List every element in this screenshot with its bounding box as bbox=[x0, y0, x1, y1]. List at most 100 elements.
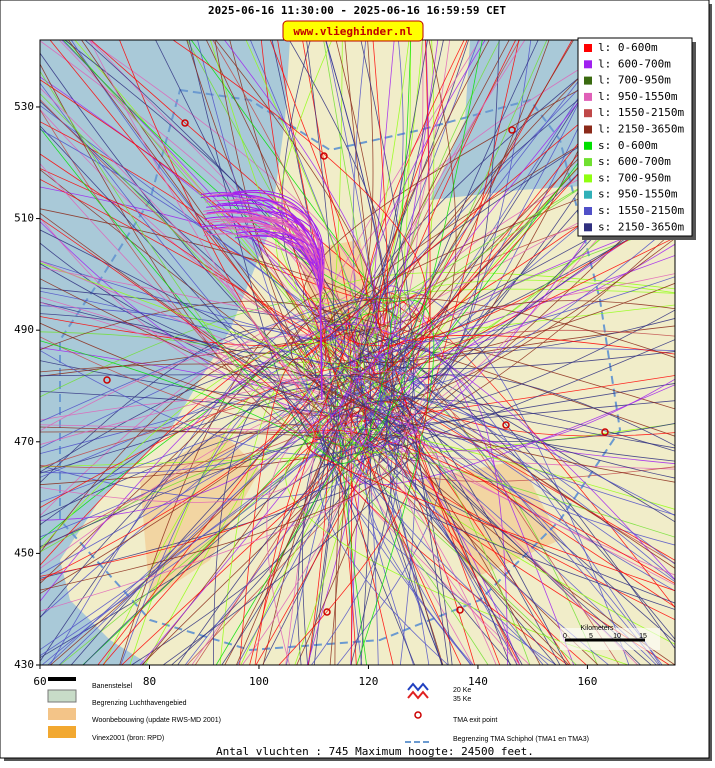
airport-swatch bbox=[47, 689, 77, 703]
tma-exit-point bbox=[456, 606, 464, 614]
key-text: TMA exit point bbox=[453, 717, 497, 724]
flight-track bbox=[40, 139, 675, 439]
y-tick-label: 470 bbox=[14, 435, 34, 448]
flight-track bbox=[40, 40, 428, 440]
key-text: Banenstelsel bbox=[92, 683, 133, 690]
flight-track bbox=[172, 40, 468, 335]
legend-label: l: 1550-2150m bbox=[598, 106, 684, 119]
title: 2025-06-16 11:30:00 - 2025-06-16 16:59:5… bbox=[208, 4, 506, 17]
key-text: Begrenzing Luchthavengebied bbox=[92, 700, 187, 707]
tma-exit-point bbox=[181, 119, 189, 127]
legend-label: l: 950-1550m bbox=[598, 90, 678, 103]
legend-swatch bbox=[584, 60, 592, 69]
tracks bbox=[40, 40, 675, 665]
legend-label: s: 2150-3650m bbox=[598, 220, 684, 233]
flight-track bbox=[40, 413, 521, 665]
flight-track bbox=[322, 398, 675, 610]
legend-swatch bbox=[584, 109, 592, 118]
legend-swatch bbox=[584, 44, 592, 52]
flight-track bbox=[311, 395, 675, 665]
flight-track bbox=[70, 338, 405, 665]
flight-track bbox=[275, 40, 365, 665]
flight-track bbox=[40, 40, 550, 377]
key: Banenstelsel Begrenzing Luchthavengebied… bbox=[47, 677, 589, 743]
flight-track bbox=[348, 289, 675, 665]
flight-track bbox=[302, 40, 394, 665]
flight-track bbox=[354, 150, 675, 665]
badge-text[interactable]: www.vlieghinder.nl bbox=[293, 25, 412, 38]
flight-track bbox=[353, 40, 675, 452]
flight-track bbox=[403, 222, 675, 665]
flight-track bbox=[339, 108, 675, 447]
legend-swatch bbox=[584, 141, 592, 150]
scale-title: Kilometers bbox=[580, 625, 614, 632]
scale-label: 15 bbox=[639, 633, 647, 640]
x-tick-label: 60 bbox=[33, 675, 46, 688]
flight-track bbox=[303, 40, 675, 323]
tma-exit-point bbox=[601, 428, 609, 436]
y-tick-label: 510 bbox=[14, 212, 34, 225]
flight-track bbox=[40, 323, 675, 602]
flight-track bbox=[40, 316, 347, 665]
flight-track bbox=[350, 238, 675, 569]
flight-track bbox=[200, 192, 323, 401]
legend-label: l: 600-700m bbox=[598, 57, 671, 70]
flight-track bbox=[40, 128, 359, 657]
legend-label: s: 600-700m bbox=[598, 155, 671, 168]
x-tick-label: 140 bbox=[468, 675, 488, 688]
legend-swatch bbox=[584, 125, 592, 134]
flight-track bbox=[369, 40, 673, 442]
key-text: Woonbebouwing (update RWS-MD 2001) bbox=[92, 717, 221, 724]
x-tick-label: 160 bbox=[577, 675, 597, 688]
flight-track bbox=[40, 292, 326, 665]
flight-track bbox=[74, 40, 358, 665]
tma-exit-point bbox=[502, 421, 510, 429]
flight-track bbox=[249, 40, 388, 665]
flight-track bbox=[303, 279, 675, 645]
flight-track bbox=[379, 40, 675, 380]
flight-track bbox=[334, 40, 675, 400]
footer: Antal vluchten : 745 Maximum hoogte: 245… bbox=[216, 745, 534, 758]
flight-track bbox=[40, 121, 357, 665]
tma-exit-icon bbox=[414, 711, 422, 719]
flight-track bbox=[40, 371, 521, 665]
housing-swatch bbox=[48, 708, 76, 720]
x-tick-label: 80 bbox=[143, 675, 156, 688]
ke35-icon bbox=[407, 690, 429, 700]
tma-exit-point bbox=[323, 608, 331, 616]
legend-swatch bbox=[584, 158, 592, 167]
scale-label: 0 bbox=[563, 633, 567, 640]
badge[interactable] bbox=[282, 20, 424, 42]
flight-track bbox=[235, 228, 325, 401]
flight-track bbox=[290, 297, 675, 483]
legend-swatch bbox=[584, 174, 592, 183]
x-tick-label: 100 bbox=[249, 675, 269, 688]
flight-track bbox=[40, 40, 381, 594]
flight-track bbox=[40, 374, 675, 449]
flight-track bbox=[40, 296, 344, 665]
flight-track bbox=[325, 127, 675, 409]
flight-track bbox=[40, 387, 557, 665]
flight-track bbox=[139, 40, 629, 665]
flight-track bbox=[40, 260, 639, 665]
flight-track bbox=[214, 40, 541, 665]
legend-swatch bbox=[584, 207, 592, 215]
flight-track bbox=[40, 346, 675, 649]
y-tick-label: 430 bbox=[14, 658, 34, 671]
scale-label: 5 bbox=[589, 633, 593, 640]
vinex-swatch bbox=[48, 726, 76, 738]
key-text: Vinex2001 (bron: RPD) bbox=[92, 735, 164, 742]
scale: Kilometers 0 5 10 15 bbox=[560, 625, 660, 650]
flight-track bbox=[324, 210, 675, 665]
flight-track bbox=[372, 62, 675, 375]
flight-track bbox=[40, 40, 330, 342]
flight-track bbox=[40, 262, 361, 550]
flight-track bbox=[40, 300, 675, 410]
tma-exit-point bbox=[103, 376, 111, 384]
flight-track bbox=[40, 87, 316, 503]
legend-label: s: 700-950m bbox=[598, 171, 671, 184]
flight-track bbox=[233, 190, 324, 401]
flight-track bbox=[40, 40, 412, 464]
flight-track bbox=[40, 186, 385, 665]
legend-label: l: 700-950m bbox=[598, 74, 671, 87]
